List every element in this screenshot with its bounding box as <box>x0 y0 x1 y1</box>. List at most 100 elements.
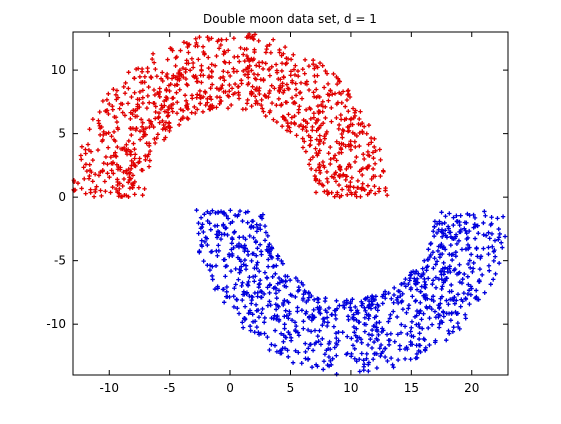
data-point <box>260 306 265 312</box>
data-point <box>249 258 254 264</box>
data-point <box>432 219 438 224</box>
data-point <box>267 299 272 304</box>
data-point <box>130 111 135 117</box>
data-point <box>335 190 340 195</box>
data-point <box>187 68 193 73</box>
data-point <box>152 136 157 142</box>
data-point <box>208 249 214 255</box>
data-point <box>115 177 120 182</box>
data-point <box>140 168 145 173</box>
data-point <box>111 87 116 92</box>
data-point <box>160 78 165 84</box>
data-point <box>255 246 260 251</box>
data-point <box>232 286 237 291</box>
data-point <box>349 175 355 180</box>
data-point <box>402 324 408 329</box>
data-point <box>115 167 121 172</box>
data-point <box>365 183 371 188</box>
data-point <box>344 166 349 172</box>
data-point <box>299 361 304 366</box>
data-point <box>290 360 296 365</box>
data-point <box>314 137 319 142</box>
data-point <box>433 338 438 343</box>
data-point <box>258 102 264 108</box>
data-point <box>392 285 397 291</box>
data-point <box>457 219 462 225</box>
data-point <box>291 67 297 72</box>
data-point <box>152 140 158 146</box>
data-point <box>322 165 327 170</box>
data-point <box>226 48 231 53</box>
data-point <box>281 51 286 56</box>
data-point <box>450 329 456 334</box>
data-point <box>360 181 365 186</box>
data-point <box>99 193 104 199</box>
data-point <box>389 296 394 301</box>
data-point <box>303 81 308 86</box>
data-point <box>120 101 125 107</box>
data-point <box>245 56 251 61</box>
data-point <box>139 69 145 74</box>
data-point <box>249 68 254 73</box>
data-point <box>115 95 121 100</box>
data-point <box>338 112 344 118</box>
data-point <box>166 104 172 110</box>
data-point <box>441 314 447 319</box>
data-point <box>370 166 376 172</box>
data-point <box>79 157 84 162</box>
data-point <box>359 340 364 345</box>
data-point <box>374 365 380 371</box>
data-point <box>285 348 290 353</box>
data-point <box>416 336 422 342</box>
data-point <box>423 282 428 287</box>
data-point <box>267 242 272 247</box>
data-point <box>431 266 436 271</box>
data-point <box>455 311 461 316</box>
data-point <box>140 95 146 100</box>
data-point <box>117 106 122 111</box>
data-point <box>190 60 196 66</box>
x-tick-label: 10 <box>343 381 358 395</box>
data-point <box>120 183 125 189</box>
data-point <box>265 303 271 308</box>
data-point <box>337 194 342 200</box>
data-point <box>296 285 301 290</box>
data-point <box>487 236 492 241</box>
data-point <box>240 234 246 240</box>
data-point <box>354 338 360 344</box>
data-point <box>281 302 286 308</box>
data-point <box>207 211 213 216</box>
data-point <box>222 50 228 55</box>
data-point <box>303 311 308 316</box>
data-point <box>240 325 246 330</box>
data-point <box>433 262 438 267</box>
data-point <box>420 326 425 331</box>
data-point <box>316 141 322 147</box>
data-point <box>471 212 476 218</box>
data-point <box>373 191 378 196</box>
data-point <box>454 241 460 247</box>
data-point <box>274 295 279 301</box>
data-point <box>470 269 475 275</box>
data-point <box>293 81 298 86</box>
data-point <box>456 324 461 330</box>
data-point <box>299 308 305 313</box>
data-point <box>266 244 271 249</box>
data-point <box>451 215 456 220</box>
data-point <box>320 183 326 188</box>
data-point <box>234 69 240 74</box>
data-point <box>369 327 375 333</box>
data-point <box>245 97 250 103</box>
data-point <box>255 260 260 265</box>
data-point <box>337 303 342 308</box>
data-point <box>331 155 336 161</box>
data-point <box>247 323 253 329</box>
data-point <box>97 123 102 129</box>
data-point <box>100 98 106 104</box>
data-point <box>311 94 317 99</box>
data-point <box>465 211 470 217</box>
data-point <box>338 147 344 152</box>
data-point <box>310 312 315 318</box>
data-point <box>259 295 264 300</box>
data-point <box>279 61 285 66</box>
